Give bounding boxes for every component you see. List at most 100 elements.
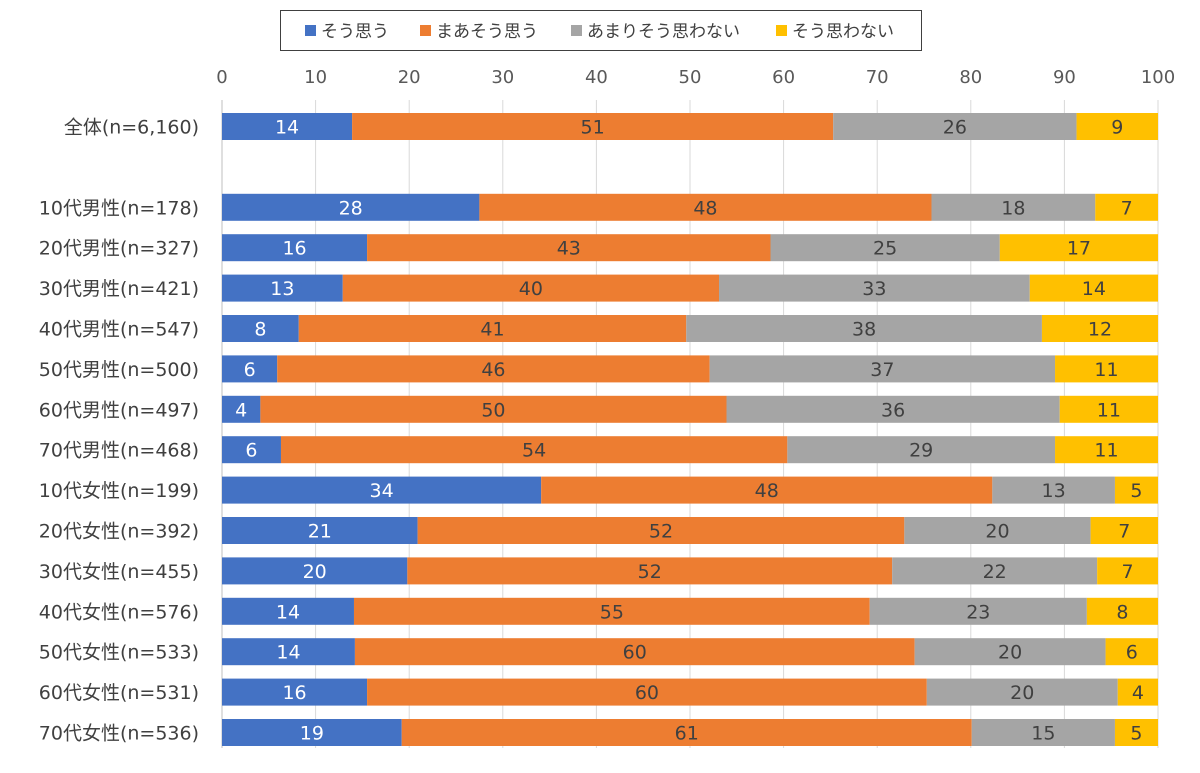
- legend-label: あまりそう思わない: [587, 22, 740, 42]
- bar-segment: [367, 678, 927, 706]
- data-label: 60: [635, 682, 659, 704]
- bar-segment: [222, 476, 542, 504]
- bar-segment: [1090, 517, 1158, 544]
- bar-segment: [280, 436, 788, 464]
- bar-segment: [1097, 557, 1158, 585]
- data-label: 7: [1118, 521, 1130, 543]
- data-label: 4: [1132, 682, 1144, 704]
- bar-segment: [914, 638, 1106, 666]
- bar-segment: [260, 395, 727, 423]
- legend-swatch: [305, 25, 316, 36]
- data-label: 8: [1116, 601, 1128, 623]
- data-label: 13: [270, 278, 294, 300]
- bar-segment: [222, 719, 402, 746]
- bar-segment: [401, 719, 972, 746]
- data-label: 4: [235, 399, 247, 421]
- data-label: 46: [481, 359, 505, 381]
- bar-segment: [1117, 678, 1158, 706]
- bar-segment: [367, 234, 771, 262]
- bar-segment: [892, 557, 1098, 585]
- x-tick-label: 20: [398, 67, 421, 88]
- data-label: 7: [1122, 561, 1134, 583]
- category-label: 50代女性(n=533): [39, 642, 199, 664]
- x-tick-label: 50: [679, 67, 702, 88]
- bar-segment: [1041, 315, 1158, 342]
- category-label: 70代女性(n=536): [39, 723, 199, 745]
- bar-segment: [407, 557, 893, 585]
- bar-segment: [479, 193, 932, 221]
- category-label: 40代女性(n=576): [39, 601, 199, 623]
- bar-segment: [1114, 719, 1158, 746]
- category-label: 60代男性(n=497): [39, 399, 199, 421]
- bar-segment: [726, 395, 1060, 423]
- category-label: 10代男性(n=178): [39, 197, 199, 219]
- data-label: 20: [1010, 682, 1034, 704]
- bar-segment: [222, 274, 343, 302]
- category-label: 30代男性(n=421): [39, 278, 199, 300]
- bar-segment: [926, 678, 1118, 706]
- legend: そう思う まあそう思う あまりそう思わない そう思わない: [280, 10, 922, 51]
- bar-segment: [222, 678, 368, 706]
- category-labels: 全体(n=6,160) 10代男性(n=178) 20代男性(n=327) 30代男性…: [39, 117, 199, 745]
- bar-segment: [1059, 395, 1158, 423]
- data-label: 23: [966, 601, 990, 623]
- bar-segment: [222, 395, 261, 423]
- bar-segment: [770, 234, 1000, 262]
- data-label: 21: [308, 521, 332, 543]
- data-label: 20: [303, 561, 327, 583]
- legend-frame: [280, 10, 922, 51]
- x-axis-tick-labels: 0 10 20 30 40 50 60 70 80 90 100: [216, 67, 1175, 88]
- bar-segment: [222, 355, 278, 383]
- legend-swatch: [776, 25, 787, 36]
- category-label: 10代女性(n=199): [39, 480, 199, 502]
- bar-segment: [342, 274, 720, 302]
- data-label: 14: [276, 601, 300, 623]
- x-tick-label: 0: [216, 67, 227, 88]
- bar-segment: [1076, 113, 1158, 140]
- data-label: 14: [1082, 278, 1106, 300]
- bar-segment: [971, 719, 1115, 746]
- bar-segment: [222, 517, 418, 544]
- data-label: 5: [1130, 723, 1142, 745]
- data-label: 61: [675, 723, 699, 745]
- data-label: 37: [870, 359, 894, 381]
- data-label: 9: [1111, 117, 1123, 139]
- x-tick-label: 40: [585, 67, 608, 88]
- bar-segment: [999, 234, 1158, 262]
- data-label: 18: [1001, 197, 1025, 219]
- data-label: 29: [909, 440, 933, 462]
- bar-segment: [222, 234, 368, 262]
- data-label: 40: [519, 278, 543, 300]
- data-label: 52: [638, 561, 662, 583]
- bar-segment: [1114, 476, 1158, 504]
- x-tick-label: 60: [772, 67, 795, 88]
- data-label: 33: [862, 278, 886, 300]
- x-tick-label: 90: [1053, 67, 1076, 88]
- data-label: 34: [369, 480, 393, 502]
- bar-segment: [541, 476, 993, 504]
- legend-swatch: [420, 25, 431, 36]
- bar-segment: [1055, 355, 1158, 383]
- data-label: 54: [522, 440, 546, 462]
- data-label: 48: [755, 480, 779, 502]
- data-label: 13: [1042, 480, 1066, 502]
- bar-segment: [354, 638, 915, 666]
- bar-segment: [1055, 436, 1158, 464]
- bar-segment: [1029, 274, 1158, 302]
- data-label: 48: [693, 197, 717, 219]
- data-label: 52: [649, 521, 673, 543]
- data-label: 55: [600, 601, 624, 623]
- x-tick-label: 30: [491, 67, 514, 88]
- bar-segment: [931, 193, 1096, 221]
- category-label: 40代男性(n=547): [39, 319, 199, 341]
- data-label: 16: [282, 238, 306, 260]
- data-label: 28: [339, 197, 363, 219]
- legend-swatch: [571, 25, 582, 36]
- bar-segment: [904, 517, 1091, 544]
- bar-segment: [222, 638, 355, 666]
- bar-segment: [277, 355, 710, 383]
- data-label: 38: [852, 319, 876, 341]
- data-label: 36: [881, 399, 905, 421]
